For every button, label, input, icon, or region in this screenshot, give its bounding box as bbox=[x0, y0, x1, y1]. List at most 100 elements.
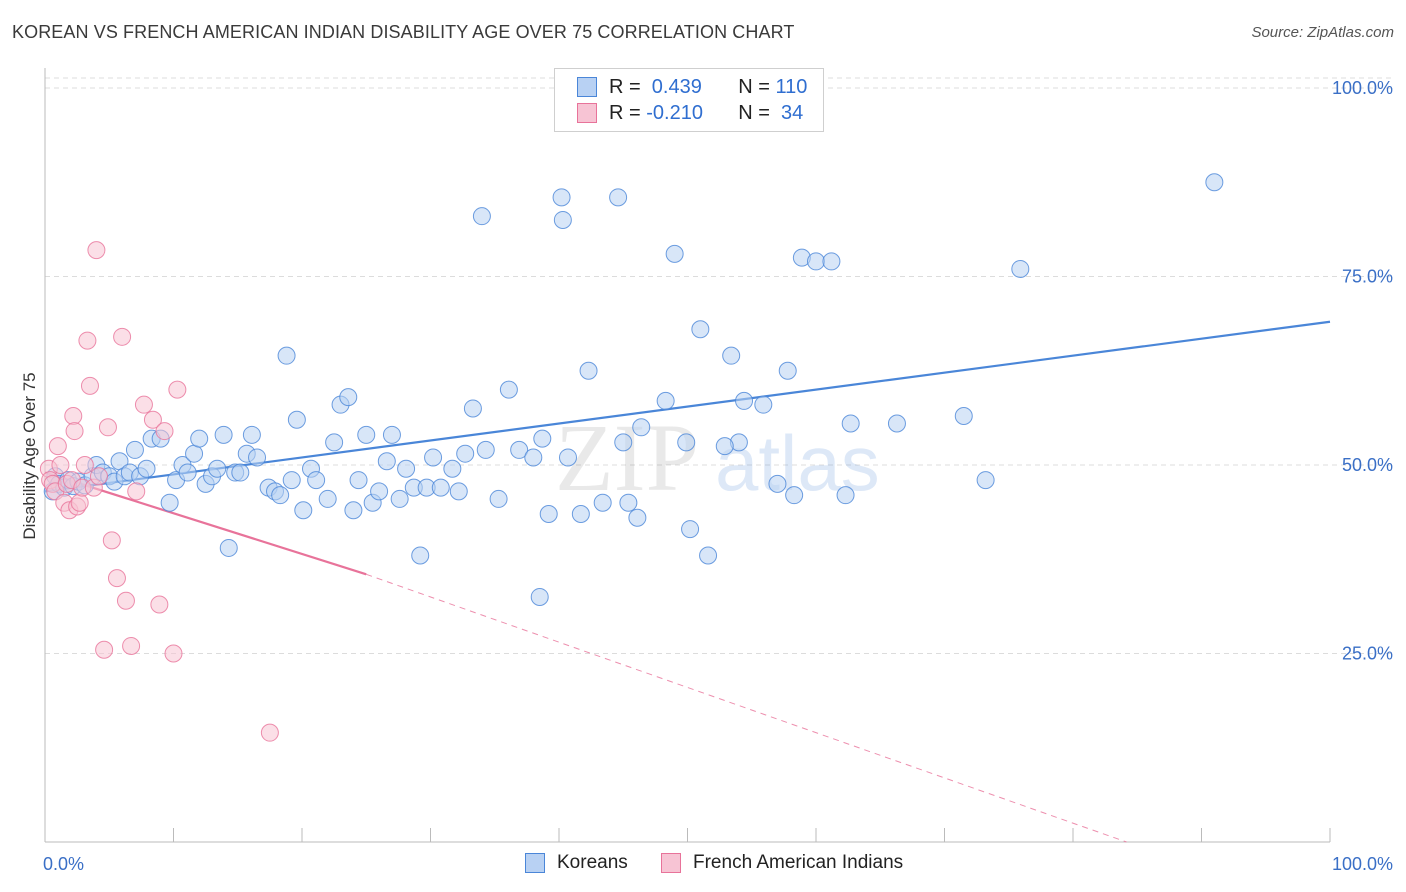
korean-point[interactable] bbox=[287, 410, 306, 429]
korean-point[interactable] bbox=[691, 320, 710, 339]
korean-point[interactable] bbox=[307, 471, 326, 490]
korean-point[interactable] bbox=[357, 425, 376, 444]
korean-point[interactable] bbox=[632, 418, 651, 437]
korean-point[interactable] bbox=[277, 346, 296, 365]
korean-point[interactable] bbox=[558, 448, 577, 467]
korean-point[interactable] bbox=[579, 361, 598, 380]
korean-point[interactable] bbox=[778, 361, 797, 380]
legend-item-koreans[interactable]: Koreans bbox=[525, 852, 628, 874]
korean-point[interactable] bbox=[722, 346, 741, 365]
french-american-indian-point[interactable] bbox=[80, 376, 99, 395]
french-american-indian-point[interactable] bbox=[107, 569, 126, 588]
korean-point[interactable] bbox=[681, 520, 700, 539]
french-american-indian-point[interactable] bbox=[98, 418, 117, 437]
korean-point[interactable] bbox=[463, 399, 482, 418]
french-american-indian-point[interactable] bbox=[113, 327, 132, 346]
korean-point[interactable] bbox=[370, 482, 389, 501]
korean-point[interactable] bbox=[553, 210, 572, 229]
korean-point[interactable] bbox=[318, 489, 337, 508]
korean-point[interactable] bbox=[510, 440, 529, 459]
korean-point[interactable] bbox=[282, 471, 301, 490]
korean-point[interactable] bbox=[178, 463, 197, 482]
korean-point[interactable] bbox=[768, 474, 787, 493]
korean-point[interactable] bbox=[887, 414, 906, 433]
french-american-indian-point[interactable] bbox=[78, 331, 97, 350]
french-american-indian-point[interactable] bbox=[143, 410, 162, 429]
korean-point[interactable] bbox=[294, 501, 313, 520]
korean-point[interactable] bbox=[499, 380, 518, 399]
french-american-indian-point[interactable] bbox=[127, 482, 146, 501]
korean-point[interactable] bbox=[954, 406, 973, 425]
korean-point[interactable] bbox=[530, 587, 549, 606]
korean-point[interactable] bbox=[699, 546, 718, 565]
korean-point[interactable] bbox=[665, 244, 684, 263]
french-american-indian-point[interactable] bbox=[70, 493, 89, 512]
korean-point[interactable] bbox=[609, 188, 628, 207]
french-american-indian-point[interactable] bbox=[168, 380, 187, 399]
french-american-indian-point[interactable] bbox=[48, 437, 67, 456]
korean-point[interactable] bbox=[489, 489, 508, 508]
korean-point[interactable] bbox=[349, 471, 368, 490]
korean-point[interactable] bbox=[841, 414, 860, 433]
korean-point[interactable] bbox=[339, 388, 358, 407]
korean-point[interactable] bbox=[614, 433, 633, 452]
french-american-indian-point[interactable] bbox=[87, 241, 106, 260]
korean-point[interactable] bbox=[836, 486, 855, 505]
korean-point[interactable] bbox=[185, 444, 204, 463]
korean-point[interactable] bbox=[715, 437, 734, 456]
korean-point[interactable] bbox=[1011, 259, 1030, 278]
korean-point[interactable] bbox=[214, 425, 233, 444]
korean-point[interactable] bbox=[125, 440, 144, 459]
korean-point[interactable] bbox=[190, 429, 209, 448]
korean-point[interactable] bbox=[160, 493, 179, 512]
korean-point[interactable] bbox=[219, 538, 238, 557]
french-american-indian-point[interactable] bbox=[164, 644, 183, 663]
korean-point[interactable] bbox=[137, 459, 156, 478]
korean-point[interactable] bbox=[208, 459, 227, 478]
french-american-indian-point[interactable] bbox=[75, 456, 94, 474]
french-american-indian-point[interactable] bbox=[89, 467, 108, 486]
korean-point[interactable] bbox=[754, 395, 773, 414]
korean-point[interactable] bbox=[390, 489, 409, 508]
korean-point[interactable] bbox=[571, 505, 590, 524]
french-american-indian-point[interactable] bbox=[116, 591, 135, 610]
korean-point[interactable] bbox=[382, 425, 401, 444]
korean-point[interactable] bbox=[1205, 173, 1224, 192]
korean-point[interactable] bbox=[424, 448, 443, 467]
korean-point[interactable] bbox=[976, 471, 995, 490]
french-american-indian-point[interactable] bbox=[102, 531, 121, 550]
korean-point[interactable] bbox=[231, 463, 250, 482]
korean-point[interactable] bbox=[248, 448, 267, 467]
korean-point[interactable] bbox=[476, 440, 495, 459]
french-american-indian-point[interactable] bbox=[134, 395, 153, 414]
french-american-indian-point[interactable] bbox=[150, 595, 169, 614]
korean-point[interactable] bbox=[377, 452, 396, 471]
french-american-indian-point[interactable] bbox=[155, 422, 174, 441]
korean-point[interactable] bbox=[397, 459, 416, 478]
korean-point[interactable] bbox=[533, 429, 552, 448]
korean-point[interactable] bbox=[677, 433, 696, 452]
korean-point[interactable] bbox=[807, 252, 825, 271]
korean-point[interactable] bbox=[785, 486, 804, 505]
french-american-indian-point[interactable] bbox=[51, 456, 70, 474]
korean-point[interactable] bbox=[822, 252, 841, 271]
korean-point[interactable] bbox=[344, 501, 363, 520]
korean-point[interactable] bbox=[619, 493, 638, 512]
legend-item-french[interactable]: French American Indians bbox=[661, 852, 903, 874]
korean-point[interactable] bbox=[472, 207, 491, 226]
korean-point[interactable] bbox=[524, 448, 543, 467]
french-american-indian-point[interactable] bbox=[122, 636, 141, 655]
korean-point[interactable] bbox=[449, 482, 468, 501]
korean-point[interactable] bbox=[431, 478, 450, 497]
korean-point[interactable] bbox=[735, 391, 754, 410]
french-american-indian-point[interactable] bbox=[260, 723, 279, 742]
korean-point[interactable] bbox=[456, 444, 475, 463]
korean-point[interactable] bbox=[593, 493, 612, 512]
korean-point[interactable] bbox=[271, 486, 290, 505]
korean-point[interactable] bbox=[411, 546, 430, 565]
french-american-indian-point[interactable] bbox=[95, 640, 114, 659]
french-american-indian-point[interactable] bbox=[65, 422, 84, 441]
korean-point[interactable] bbox=[656, 391, 675, 410]
korean-point[interactable] bbox=[242, 425, 261, 444]
korean-point[interactable] bbox=[552, 188, 571, 207]
